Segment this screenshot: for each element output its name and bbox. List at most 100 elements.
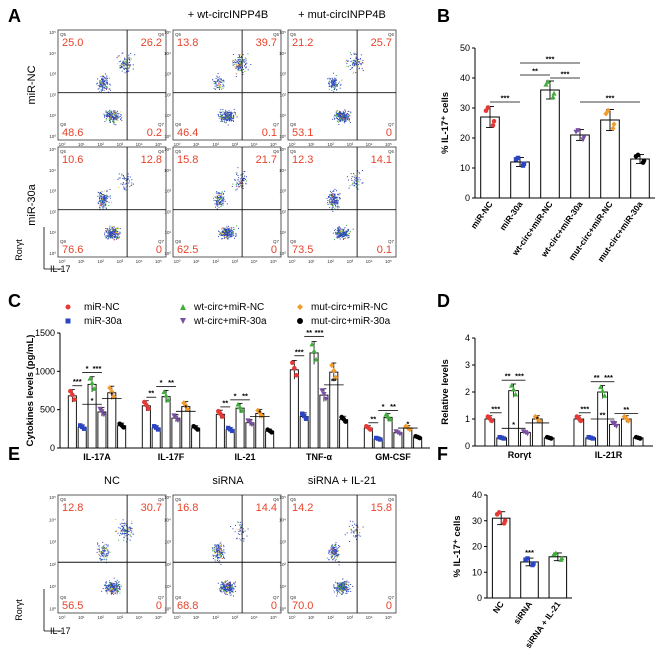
- flow-dot: [116, 119, 118, 121]
- flow-dot: [223, 234, 225, 236]
- flow-dot: [339, 238, 341, 240]
- flow-frame: [287, 146, 397, 258]
- flow-dot: [355, 535, 357, 537]
- flow-dot: [347, 228, 349, 230]
- flow-dot: [118, 117, 120, 118]
- flow-dot: [212, 548, 213, 550]
- flow-dot: [109, 121, 111, 123]
- flow-dot: [352, 585, 354, 587]
- flow-dot: [225, 234, 227, 235]
- flow-dot: [221, 196, 223, 198]
- flow-dot: [235, 232, 237, 234]
- flow-dot: [103, 81, 105, 83]
- flow-dot: [217, 197, 219, 199]
- flow-dot: [112, 229, 114, 231]
- flow-dot: [107, 555, 109, 556]
- flow-dot: [340, 115, 341, 117]
- flow-dot: [342, 118, 344, 119]
- panel-letter-b: B: [437, 6, 450, 26]
- flow-dot: [328, 196, 330, 198]
- flow-dot: [108, 201, 110, 203]
- flow-dot: [119, 523, 121, 525]
- flow-dot: [226, 232, 228, 234]
- flow-dot: [225, 112, 227, 113]
- flow-dot: [231, 120, 233, 121]
- flow-dot: [111, 234, 113, 236]
- flow-dot: [223, 193, 224, 195]
- flow-dot: [113, 122, 115, 124]
- flow-dot: [220, 551, 222, 553]
- flow-dot: [105, 77, 107, 79]
- flow-dot: [216, 548, 218, 550]
- flow-dot: [237, 179, 239, 181]
- flow-x-tick: 10³: [347, 259, 354, 264]
- flow-dot: [119, 588, 121, 590]
- flow-dot: [356, 538, 357, 540]
- flow-dot: [339, 118, 341, 120]
- flow-dot: [225, 585, 227, 587]
- significance-label: ***: [561, 70, 570, 79]
- flow-dot: [217, 550, 219, 552]
- flow-dot: [216, 208, 218, 210]
- flow-dot: [228, 590, 230, 592]
- flow-dot: [217, 203, 219, 205]
- flow-dot: [354, 61, 356, 63]
- flow-dot: [220, 78, 222, 80]
- flow-dot: [335, 202, 337, 204]
- flow-dot: [230, 117, 232, 119]
- flow-dot: [122, 182, 124, 184]
- flow-dot: [237, 57, 239, 58]
- flow-dot: [129, 534, 131, 536]
- flow-dot: [106, 544, 108, 546]
- flow-dot: [332, 551, 334, 553]
- flow-dots: [326, 170, 364, 241]
- flow-dot: [334, 229, 335, 231]
- flow-dot: [106, 196, 107, 198]
- flow-dot: [108, 115, 110, 117]
- flow-y-tick: 10¹: [49, 113, 56, 118]
- flow-dot: [215, 201, 217, 203]
- flow-dot: [104, 232, 106, 234]
- flow-dot: [126, 541, 128, 543]
- data-point: [536, 418, 542, 424]
- flow-dot: [355, 57, 357, 59]
- flow-quadrant-value: 73.5: [292, 244, 313, 256]
- flow-dot: [354, 536, 356, 538]
- flow-dot: [239, 538, 241, 540]
- flow-dot: [225, 113, 227, 115]
- flow-dot: [235, 185, 237, 187]
- flow-dot: [113, 239, 115, 241]
- flow-dot: [330, 198, 332, 200]
- flow-dot: [224, 229, 226, 231]
- flow-dot: [229, 593, 231, 594]
- flow-dot: [106, 78, 108, 80]
- flow-dot: [115, 230, 117, 232]
- flow-x-tick: 10⁴: [136, 615, 143, 620]
- flow-dot: [215, 556, 217, 558]
- flow-dot: [114, 113, 116, 115]
- flow-dot: [119, 586, 120, 587]
- flow-quadrant-value: 13.8: [177, 37, 198, 49]
- flow-dot: [118, 173, 120, 175]
- flow-quadrant-id: Q5: [175, 149, 182, 154]
- flow-dot: [328, 197, 330, 199]
- flow-dot: [132, 64, 134, 66]
- flow-dot: [244, 179, 246, 180]
- flow-dot: [220, 556, 222, 558]
- flow-dot: [238, 57, 240, 59]
- flow-dot: [128, 527, 130, 529]
- data-point: [311, 348, 317, 354]
- flow-dot: [102, 208, 104, 210]
- flow-dot: [345, 585, 347, 587]
- flow-dot: [338, 114, 340, 116]
- flow-dot: [100, 86, 102, 88]
- flow-dot: [127, 59, 129, 61]
- flow-dot: [213, 81, 215, 83]
- flow-dot: [125, 532, 126, 534]
- flow-dot: [116, 232, 118, 234]
- data-point: [321, 392, 327, 397]
- flow-quadrant-id: Q5: [175, 497, 182, 502]
- flow-dot: [339, 584, 341, 586]
- flow-dot: [219, 545, 221, 547]
- flow-dot: [245, 59, 247, 61]
